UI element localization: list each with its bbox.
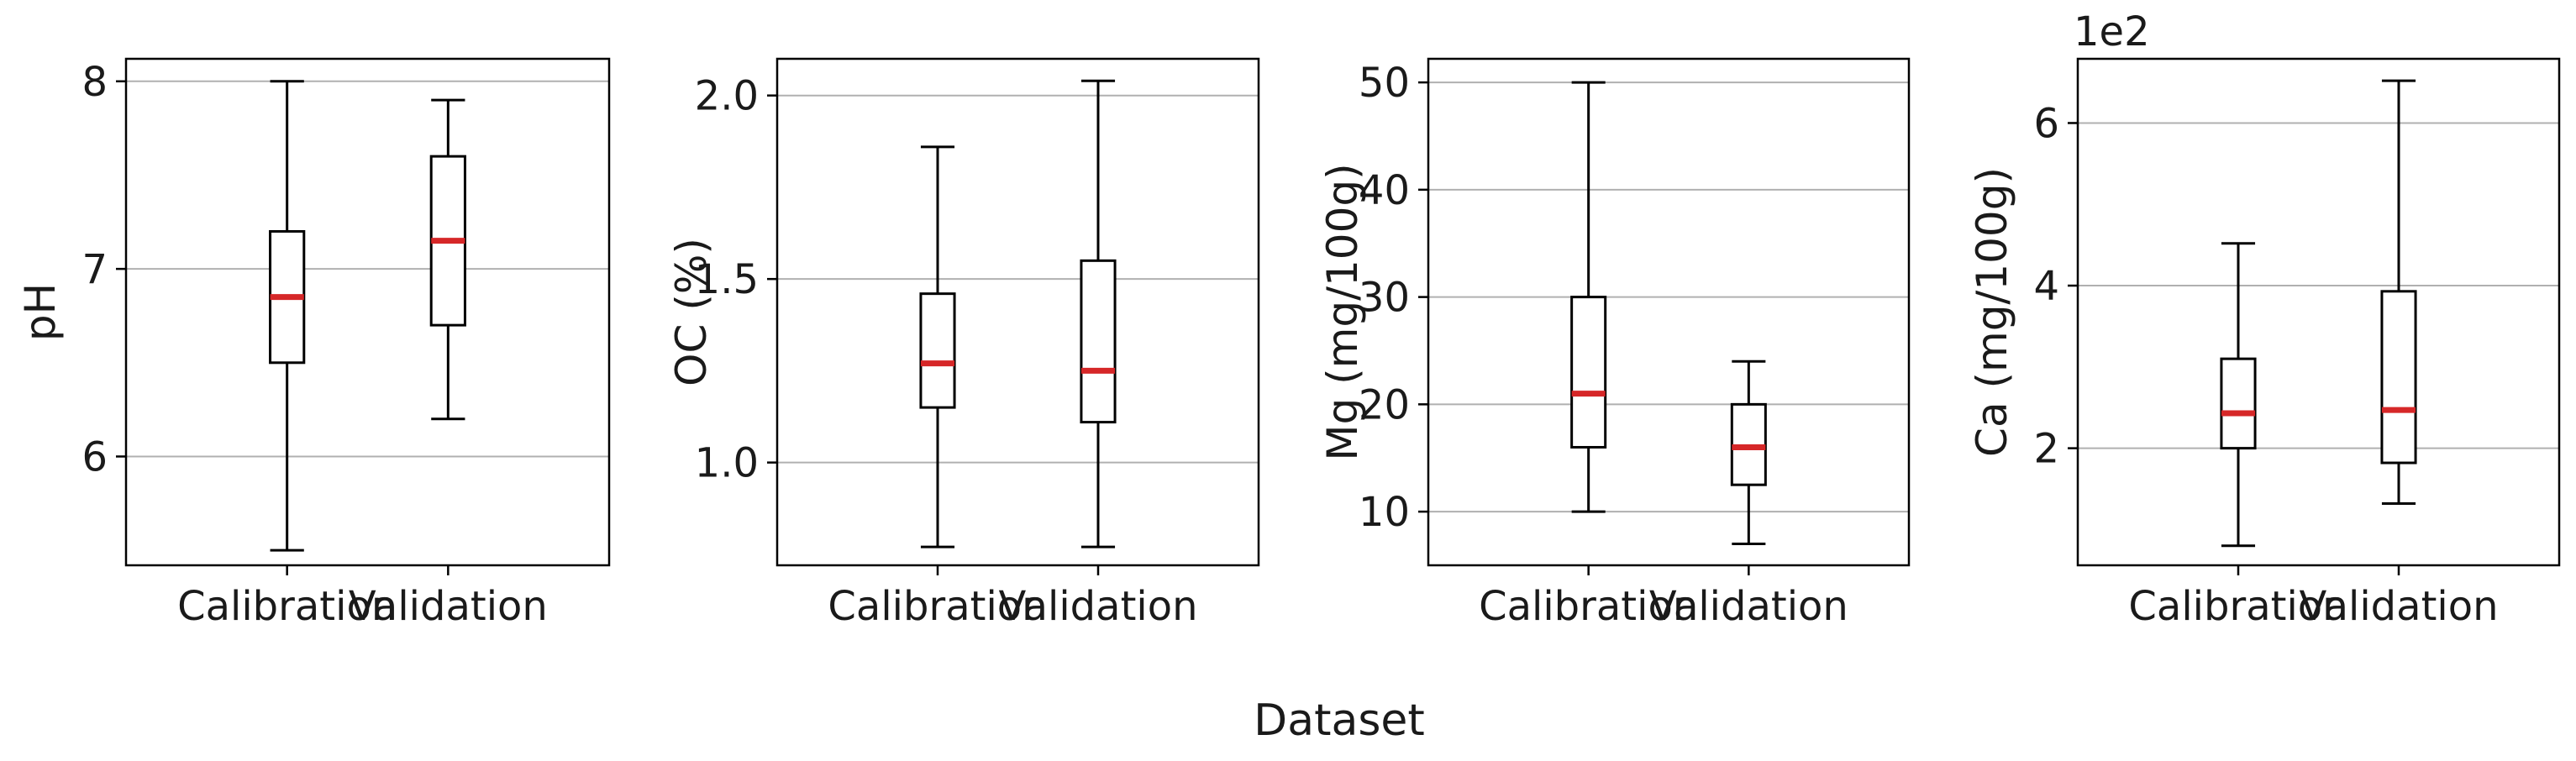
y-tick-label: 20 <box>1359 381 1410 428</box>
x-tick-label: Calibration <box>2128 583 2347 630</box>
box-calibration <box>1570 81 1607 513</box>
y-axis-label: OC (%) <box>667 238 716 386</box>
iqr-box <box>1570 296 1607 449</box>
figure-xlabel: Dataset <box>1254 695 1425 746</box>
x-tick-label: Validation <box>349 583 548 630</box>
iqr-box <box>919 292 956 409</box>
scale-offset-label: 1e2 <box>2074 8 2150 55</box>
x-tick-label: Calibration <box>177 583 397 630</box>
y-tick-label: 6 <box>2033 100 2059 147</box>
y-tick-label: 2 <box>2033 426 2059 473</box>
x-tick-label: Validation <box>998 583 1197 630</box>
box-validation <box>1080 79 1117 548</box>
x-tick-label: Calibration <box>1479 583 1698 630</box>
box-calibration <box>919 145 956 548</box>
axes-frame <box>124 57 611 567</box>
y-tick-label: 1.5 <box>695 256 759 303</box>
y-tick-label: 1.0 <box>695 440 759 487</box>
y-axis-label: pH <box>16 283 65 341</box>
y-axis-label: Ca (mg/100g) <box>1968 167 2016 457</box>
box-validation <box>2380 79 2417 505</box>
axes-frame <box>775 57 1260 567</box>
y-tick-label: 30 <box>1359 275 1410 322</box>
axes-frame <box>1427 57 1911 567</box>
box-validation <box>1730 360 1767 545</box>
iqr-box <box>1080 259 1117 424</box>
box-calibration <box>2220 242 2257 548</box>
iqr-box <box>2380 290 2417 464</box>
y-tick-label: 4 <box>2033 263 2059 310</box>
x-tick-label: Validation <box>1649 583 1848 630</box>
y-tick-label: 6 <box>81 433 108 480</box>
box-calibration <box>269 80 306 552</box>
y-tick-label: 7 <box>81 246 108 293</box>
x-tick-label: Validation <box>2299 583 2498 630</box>
axes-frame <box>2076 57 2561 567</box>
iqr-box <box>2220 357 2257 450</box>
y-tick-label: 8 <box>81 59 108 106</box>
y-tick-label: 50 <box>1359 60 1410 107</box>
y-tick-label: 40 <box>1359 167 1410 214</box>
box-validation <box>429 98 466 421</box>
x-tick-label: Calibration <box>828 583 1047 630</box>
y-tick-label: 2.0 <box>695 73 759 120</box>
y-tick-label: 10 <box>1359 489 1410 536</box>
y-axis-label: Mg (mg/100g) <box>1318 163 1367 460</box>
